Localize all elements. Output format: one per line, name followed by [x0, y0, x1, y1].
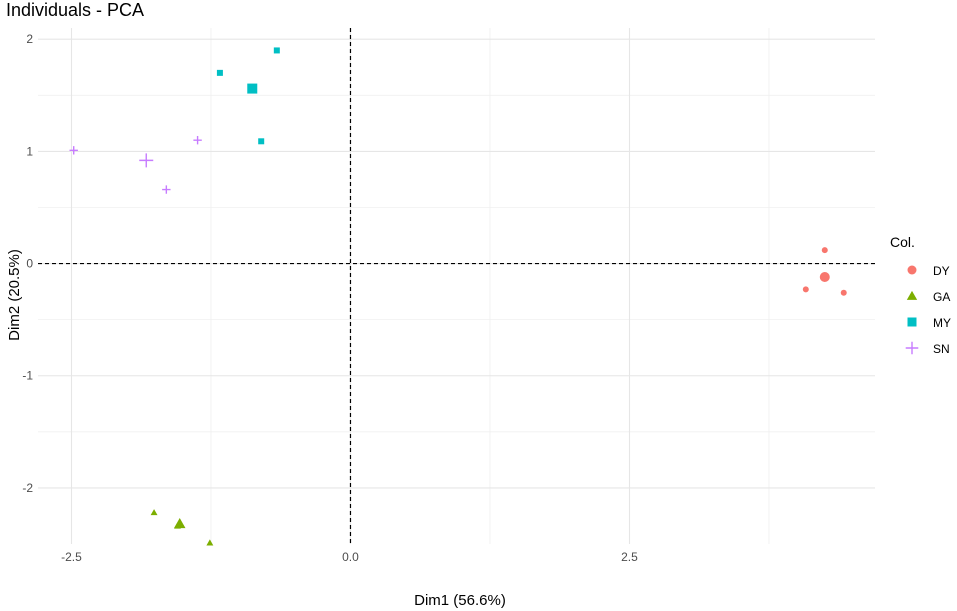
legend-key-triangle-icon — [906, 290, 918, 300]
data-points — [69, 47, 847, 546]
data-point — [162, 185, 171, 194]
series-ga — [150, 509, 214, 546]
centroid-point — [173, 518, 186, 529]
data-point — [193, 135, 202, 145]
legend-item-sn: SN — [905, 341, 950, 356]
tick-labels: -2.5 0.0 2.5 2 1 0 -1 -2 — [22, 32, 638, 564]
legend-key-circle-icon — [907, 265, 917, 275]
centroid-point — [247, 83, 258, 94]
centroid-point — [139, 153, 154, 168]
legend-item-my: MY — [907, 316, 951, 330]
legend: Col. DY GA MY SN — [890, 234, 951, 356]
legend-key-square-icon — [907, 317, 917, 327]
centroid-point — [819, 272, 830, 283]
y-tick-label: -1 — [22, 369, 33, 383]
series-sn — [69, 135, 202, 194]
legend-label: SN — [933, 342, 950, 356]
data-point — [150, 509, 158, 516]
x-tick-label: 0.0 — [342, 550, 359, 564]
y-tick-label: -2 — [22, 481, 33, 495]
legend-item-dy: DY — [907, 264, 950, 278]
legend-item-ga: GA — [906, 290, 950, 304]
data-point — [206, 539, 214, 546]
data-point — [258, 138, 265, 145]
y-tick-label: 0 — [26, 257, 33, 271]
legend-key-plus-icon — [905, 341, 919, 355]
data-point — [802, 286, 809, 293]
y-axis-title: Dim2 (20.5%) — [6, 249, 23, 341]
data-point — [273, 47, 280, 54]
legend-label: GA — [933, 290, 950, 304]
x-tick-label: -2.5 — [61, 550, 82, 564]
y-tick-label: 1 — [26, 144, 33, 158]
x-tick-label: 2.5 — [621, 550, 638, 564]
y-tick-label: 2 — [26, 32, 33, 46]
data-point — [69, 146, 78, 155]
data-point — [216, 69, 223, 76]
legend-label: DY — [933, 264, 950, 278]
legend-title: Col. — [890, 234, 915, 250]
chart-title: Individuals - PCA — [6, 0, 144, 20]
reference-lines — [38, 28, 875, 544]
grid — [38, 28, 875, 544]
data-point — [840, 289, 847, 296]
x-axis-title: Dim1 (56.6%) — [414, 592, 506, 609]
legend-label: MY — [933, 316, 951, 330]
data-point — [821, 247, 828, 254]
series-my — [216, 47, 280, 145]
series-dy — [802, 247, 847, 296]
